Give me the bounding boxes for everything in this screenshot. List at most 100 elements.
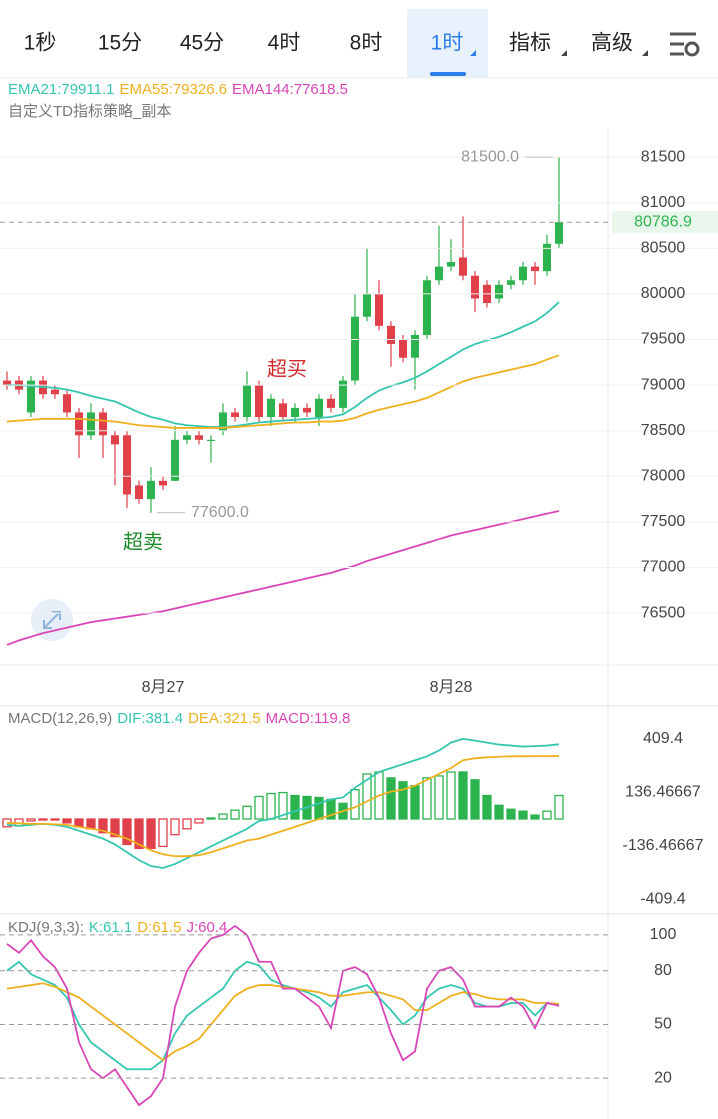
- y-tick-label: 81500: [641, 148, 686, 165]
- candle-body: [507, 280, 515, 285]
- candle-body: [63, 394, 71, 413]
- plot-area: [2, 737, 564, 869]
- last-price-label: 80786.9: [634, 213, 692, 230]
- candle-body: [147, 480, 155, 500]
- legend-entry: EMA21:79911.1: [8, 81, 114, 98]
- candle-body: [315, 398, 323, 418]
- candle-body: [351, 316, 359, 381]
- candle-body: [231, 412, 239, 418]
- candle-body: [339, 380, 347, 408]
- legend-entry: DEA:321.5: [188, 710, 261, 727]
- candle-body: [543, 243, 551, 272]
- candle-body: [243, 385, 251, 418]
- active-tab-indicator: [430, 72, 466, 76]
- candle-body: [327, 398, 335, 408]
- legend-entry: D:61.5: [137, 919, 181, 936]
- tab[interactable]: 1时: [431, 32, 464, 55]
- candle-body: [183, 435, 191, 440]
- legend-title: MACD(12,26,9): [8, 710, 112, 727]
- candle-body: [423, 280, 431, 335]
- candle-body: [99, 412, 107, 436]
- candle-body: [303, 407, 311, 413]
- candle-body: [171, 439, 179, 481]
- indicator-line: [6, 982, 560, 1062]
- indicator-line: [6, 960, 560, 1071]
- legend-entry: EMA144:77618.5: [232, 81, 348, 98]
- macd-bar: [38, 818, 48, 821]
- macd-bar: [362, 773, 372, 820]
- candle-body: [291, 407, 299, 418]
- macd-bar: [494, 804, 504, 820]
- y-tick-label: 100: [650, 926, 677, 943]
- candle-body: [387, 325, 395, 345]
- candle-body: [555, 222, 563, 244]
- candle-body: [3, 380, 11, 386]
- indicator-name: 自定义TD指标策略_副本: [8, 103, 171, 120]
- candle-body: [471, 275, 479, 299]
- annotation: 超卖: [123, 530, 163, 553]
- candle-body: [519, 266, 527, 281]
- candle-body: [399, 339, 407, 358]
- macd-bar: [26, 818, 36, 822]
- macd-bar: [146, 818, 156, 850]
- y-tick-label: 78500: [641, 422, 686, 439]
- y-tick-label: -136.46667: [623, 837, 704, 854]
- candle-body: [435, 266, 443, 281]
- indicator-line: [6, 924, 560, 1107]
- legend: EMA21:79911.1 EMA55:79326.6 EMA144:77618.5: [8, 81, 348, 98]
- macd-bar: [530, 814, 540, 820]
- tab-bar: 1秒 15分 45分 4时 8时 1时 指标 高级: [0, 9, 718, 79]
- settings-icon[interactable]: [670, 32, 700, 57]
- legend: KDJ(9,3,3): K:61.1 D:61.5 J:60.4: [8, 919, 227, 936]
- low-label: 77600.0: [191, 504, 249, 521]
- legend-entry: EMA55:79326.6: [119, 81, 227, 98]
- y-tick-label: 136.46667: [625, 783, 701, 800]
- indicator-line: [6, 737, 560, 869]
- legend-entry: K:61.1: [89, 919, 132, 936]
- y-tick-label: 50: [654, 1016, 672, 1033]
- macd-bar: [122, 818, 132, 846]
- tab[interactable]: 高级: [591, 32, 633, 55]
- plot-area: [6, 924, 560, 1107]
- macd-bar: [506, 808, 516, 820]
- x-tick-label: 8月27: [142, 679, 185, 696]
- candle-body: [267, 398, 275, 418]
- plot-area: [3, 157, 563, 646]
- expand-button[interactable]: [31, 599, 73, 641]
- y-tick-label: -409.4: [640, 890, 685, 907]
- x-tick-label: 8月28: [430, 679, 473, 696]
- macd-bar: [314, 796, 324, 820]
- tab[interactable]: 4时: [268, 32, 301, 55]
- macd-bar: [182, 818, 192, 830]
- macd-bar: [194, 818, 204, 824]
- indicator-line: [7, 301, 560, 428]
- y-tick-label: 77500: [641, 513, 686, 530]
- candle-body: [111, 435, 119, 445]
- macd-bar: [446, 771, 456, 820]
- macd-bar: [266, 792, 276, 820]
- tab[interactable]: 8时: [350, 32, 383, 55]
- indicator-line: [6, 354, 560, 429]
- candle-body: [255, 385, 263, 418]
- high-label: 81500.0: [461, 148, 519, 165]
- candle-body: [363, 293, 371, 317]
- y-tick-label: 76500: [641, 604, 686, 621]
- tab[interactable]: 指标: [509, 32, 551, 55]
- macd-bar: [98, 818, 108, 834]
- indicator-line: [6, 755, 560, 858]
- candle-body: [75, 412, 83, 436]
- tab[interactable]: 15分: [98, 32, 142, 55]
- macd-bar: [158, 818, 168, 848]
- macd-bar: [290, 794, 300, 820]
- last-price-tag: [612, 211, 718, 234]
- candle-body: [531, 266, 539, 272]
- macd-bar: [458, 771, 468, 820]
- macd-bar: [86, 818, 96, 830]
- tab[interactable]: 45分: [180, 32, 224, 55]
- macd-bar: [254, 795, 264, 820]
- macd-bar: [62, 818, 72, 824]
- macd-bar: [554, 794, 564, 820]
- y-tick-label: 81000: [641, 194, 686, 211]
- tab[interactable]: 1秒: [24, 32, 57, 55]
